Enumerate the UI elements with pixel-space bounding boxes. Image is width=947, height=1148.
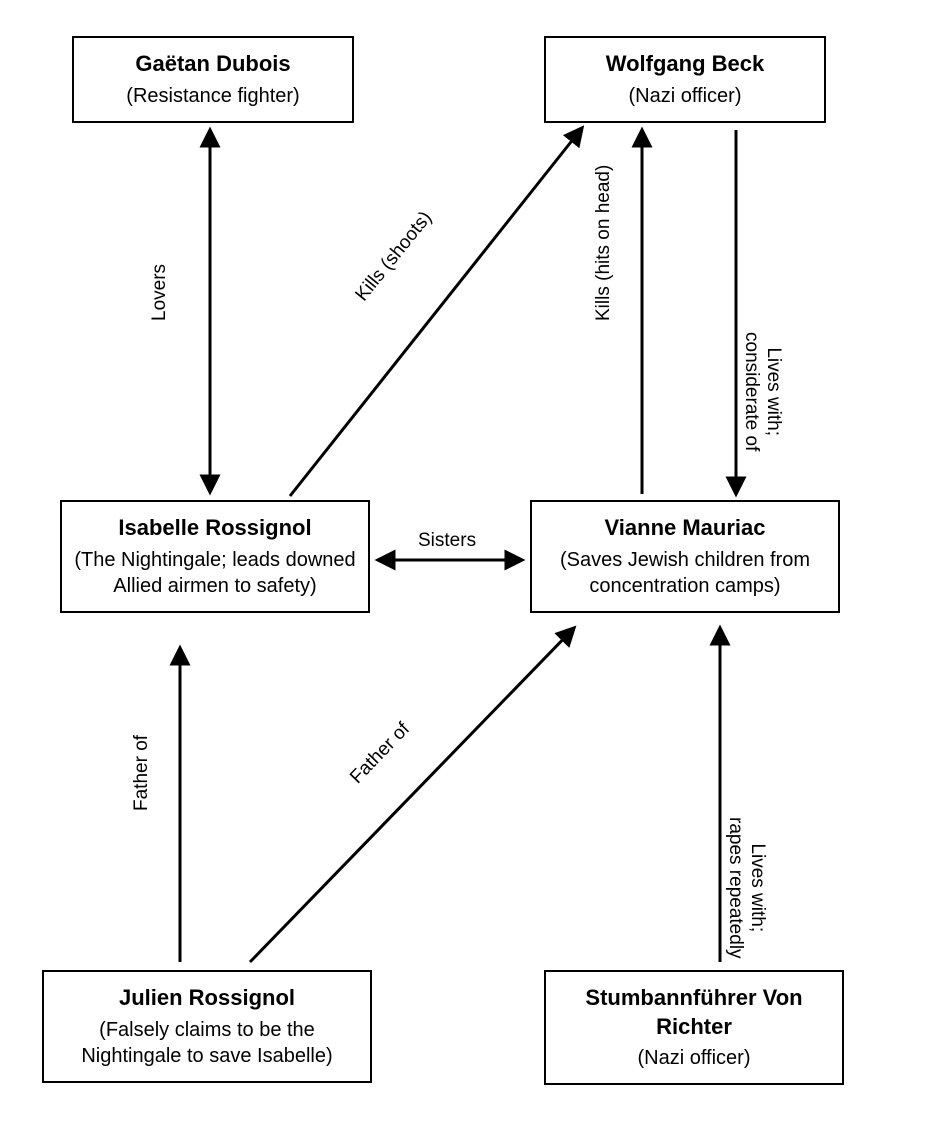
edge-label-considerate: Lives with; considerate of [740,332,784,451]
node-gaetan: Gaëtan Dubois (Resistance fighter) [72,36,354,123]
node-desc: (Saves Jewish children from concentratio… [542,547,828,599]
node-name: Stumbannführer Von Richter [556,984,832,1041]
edge-label-father-vianne: Father of [346,719,415,789]
node-richter: Stumbannführer Von Richter (Nazi officer… [544,970,844,1085]
node-wolfgang: Wolfgang Beck (Nazi officer) [544,36,826,123]
node-desc: (The Nightingale; leads downed Allied ai… [72,547,358,599]
edge-label-kills-shoots: Kills (shoots) [351,208,437,306]
node-desc: (Falsely claims to be the Nightingale to… [54,1017,360,1069]
node-julien: Julien Rossignol (Falsely claims to be t… [42,970,372,1083]
node-name: Vianne Mauriac [542,514,828,543]
node-name: Julien Rossignol [54,984,360,1013]
edge-label-kills-hits: Kills (hits on head) [593,165,615,321]
node-name: Isabelle Rossignol [72,514,358,543]
node-name: Wolfgang Beck [556,50,814,79]
node-vianne: Vianne Mauriac (Saves Jewish children fr… [530,500,840,613]
node-desc: (Nazi officer) [556,83,814,109]
edge-label-rapes: Lives with; rapes repeatedly [724,817,768,959]
edge-label-lovers: Lovers [149,264,171,321]
edge-label-father-isabelle: Father of [131,735,153,811]
edge-label-sisters: Sisters [418,530,476,552]
node-isabelle: Isabelle Rossignol (The Nightingale; lea… [60,500,370,613]
node-desc: (Resistance fighter) [84,83,342,109]
node-name: Gaëtan Dubois [84,50,342,79]
node-desc: (Nazi officer) [556,1045,832,1071]
